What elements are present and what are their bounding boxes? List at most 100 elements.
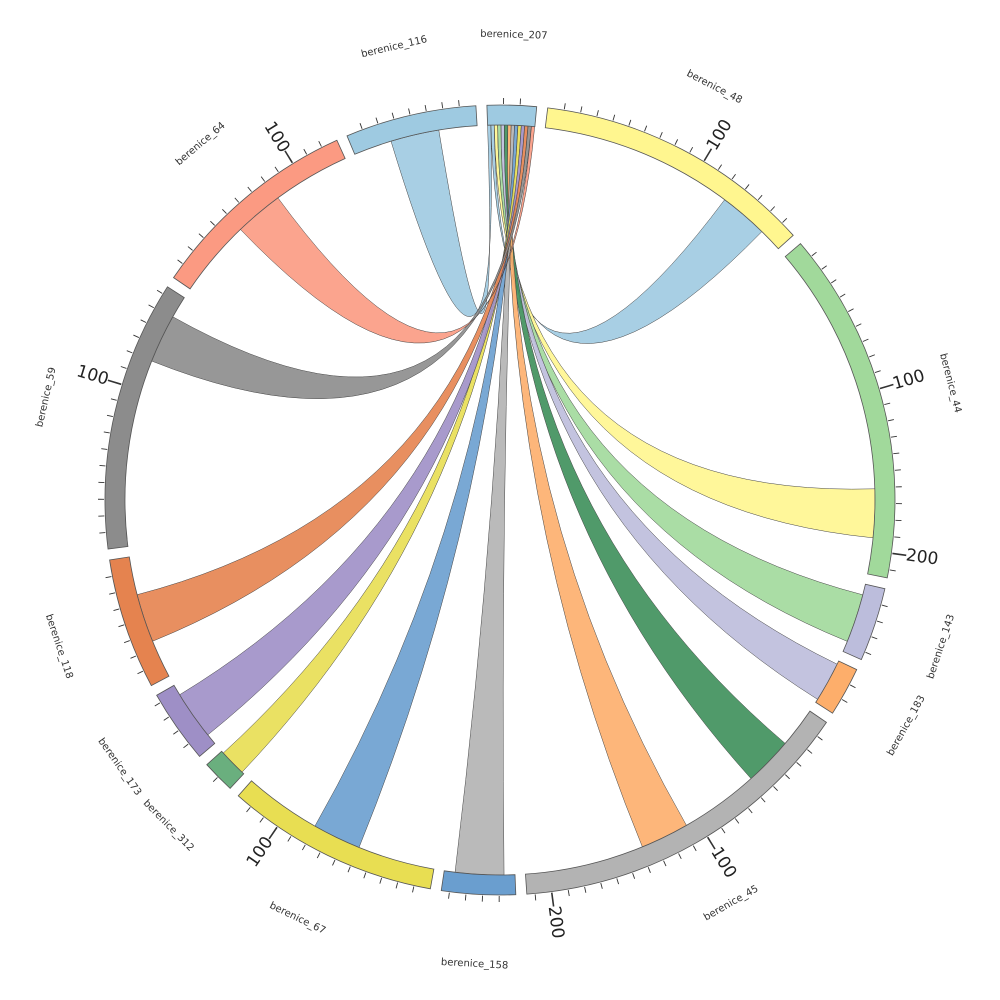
minor-tick: [464, 894, 467, 901]
minor-tick: [784, 774, 790, 780]
minor-tick: [154, 702, 161, 707]
minor-tick: [391, 112, 395, 119]
minor-tick: [177, 259, 183, 264]
minor-tick: [884, 402, 891, 405]
segment-berenice_116: [346, 105, 478, 155]
minor-tick: [757, 194, 763, 201]
segment-berenice_59: [104, 286, 185, 550]
major-tick: [284, 150, 294, 164]
minor-tick: [318, 140, 322, 147]
minor-tick: [869, 354, 876, 358]
minor-tick: [871, 636, 878, 640]
segment-berenice_45: [525, 710, 828, 895]
minor-tick: [287, 836, 292, 842]
minor-tick: [663, 860, 667, 867]
minor-tick: [865, 651, 872, 656]
segment-label: berenice_173: [95, 736, 143, 797]
minor-tick: [674, 139, 679, 145]
minor-tick: [848, 308, 854, 312]
minor-tick: [274, 166, 279, 173]
minor-tick: [534, 894, 537, 901]
major-tick: [703, 148, 713, 162]
segment-berenice_207: [486, 104, 538, 128]
tick-label: 100: [74, 361, 111, 390]
segment-label: berenice_59: [34, 366, 58, 428]
minor-tick: [316, 852, 321, 859]
chord-segments: [104, 104, 896, 896]
minor-tick: [133, 334, 140, 338]
minor-tick: [130, 655, 137, 659]
minor-tick: [441, 102, 444, 109]
tick-label: 100: [706, 844, 740, 882]
minor-tick: [347, 866, 351, 873]
minor-tick: [894, 536, 901, 538]
minor-tick: [659, 132, 663, 138]
minor-tick: [596, 110, 599, 117]
segment-label: berenice_158: [441, 957, 509, 972]
minor-tick: [889, 569, 896, 572]
minor-tick: [303, 148, 308, 155]
minor-tick: [120, 366, 127, 369]
segment-berenice_183: [815, 660, 858, 714]
tick-label: 100: [260, 118, 294, 156]
segment-label: berenice_312: [141, 798, 196, 854]
minor-tick: [332, 859, 336, 866]
minor-tick: [412, 886, 415, 893]
minor-tick: [359, 123, 363, 129]
segment-label: berenice_48: [685, 68, 744, 106]
segment-berenice_118: [109, 556, 170, 687]
minor-tick: [101, 448, 108, 450]
minor-tick: [647, 867, 651, 873]
minor-tick: [118, 624, 125, 628]
segment-berenice_64: [172, 139, 346, 290]
segment-label: berenice_183: [885, 694, 927, 758]
segment-label: berenice_45: [702, 883, 760, 923]
tick-label: 100: [890, 366, 927, 394]
minor-tick: [616, 878, 620, 885]
minor-tick: [890, 435, 897, 438]
minor-tick: [156, 289, 163, 294]
minor-tick: [849, 684, 856, 689]
major-tick: [879, 383, 894, 390]
minor-tick: [106, 414, 113, 418]
minor-tick: [563, 103, 566, 110]
minor-tick: [148, 304, 155, 309]
segment-berenice_67: [237, 780, 435, 890]
minor-tick: [689, 146, 694, 153]
segment-label: berenice_116: [360, 34, 428, 60]
minor-tick: [137, 670, 144, 675]
link-berenice_207-berenice_45: [507, 124, 687, 848]
major-tick: [107, 379, 122, 386]
minor-tick: [124, 640, 130, 644]
minor-tick: [183, 743, 189, 749]
minor-tick: [210, 220, 216, 226]
minor-tick: [105, 576, 112, 579]
minor-tick: [734, 818, 740, 824]
minor-tick: [731, 173, 736, 180]
minor-tick: [448, 892, 450, 899]
minor-tick: [126, 350, 133, 354]
minor-tick: [395, 882, 399, 889]
major-tick: [268, 826, 278, 840]
minor-tick: [408, 108, 411, 115]
minor-tick: [644, 125, 648, 132]
minor-tick: [817, 736, 823, 741]
minor-tick: [247, 186, 252, 192]
minor-tick: [811, 251, 817, 257]
minor-tick: [140, 319, 147, 323]
minor-tick: [259, 817, 264, 823]
minor-tick: [893, 452, 900, 455]
tick-label: 100: [703, 116, 737, 154]
minor-tick: [841, 699, 848, 703]
minor-tick: [222, 208, 227, 214]
segment-label: berenice_67: [268, 900, 328, 936]
minor-tick: [99, 465, 106, 467]
minor-tick: [246, 807, 251, 813]
minor-tick: [876, 620, 883, 624]
link-berenice_207-berenice_48: [490, 124, 763, 344]
segment-berenice_48: [544, 107, 794, 250]
segment-label: berenice_44: [937, 352, 963, 414]
minor-tick: [760, 797, 766, 803]
minor-tick: [717, 164, 723, 170]
